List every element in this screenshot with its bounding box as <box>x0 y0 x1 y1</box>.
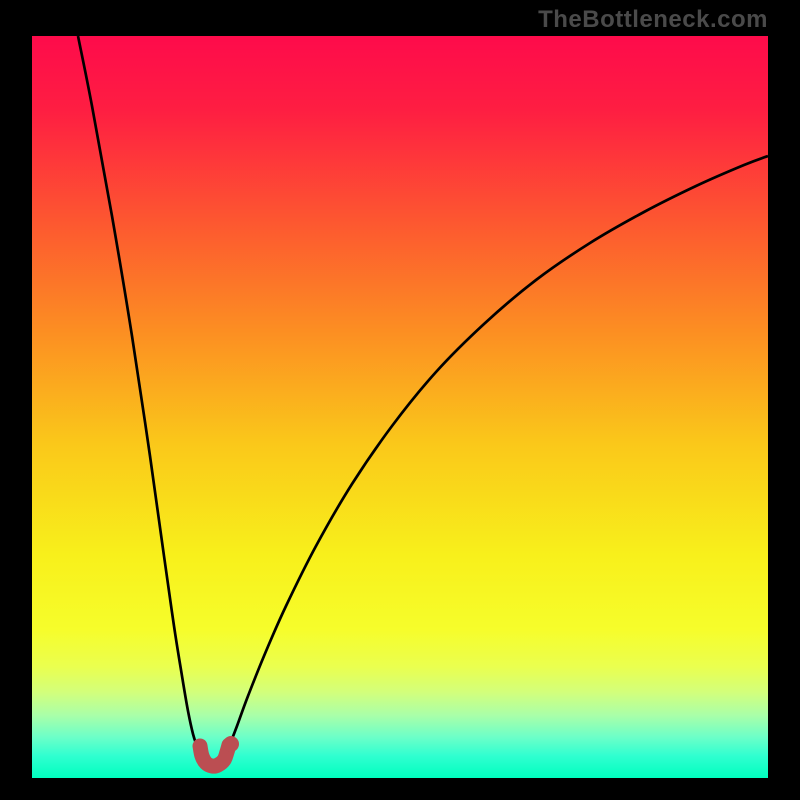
curve-left-branch <box>78 36 200 754</box>
curve-right-branch <box>226 156 768 754</box>
valley-marker-end-dot <box>223 736 239 752</box>
chart-svg <box>32 36 768 778</box>
watermark-text: TheBottleneck.com <box>538 6 768 34</box>
plot-area <box>32 36 768 778</box>
